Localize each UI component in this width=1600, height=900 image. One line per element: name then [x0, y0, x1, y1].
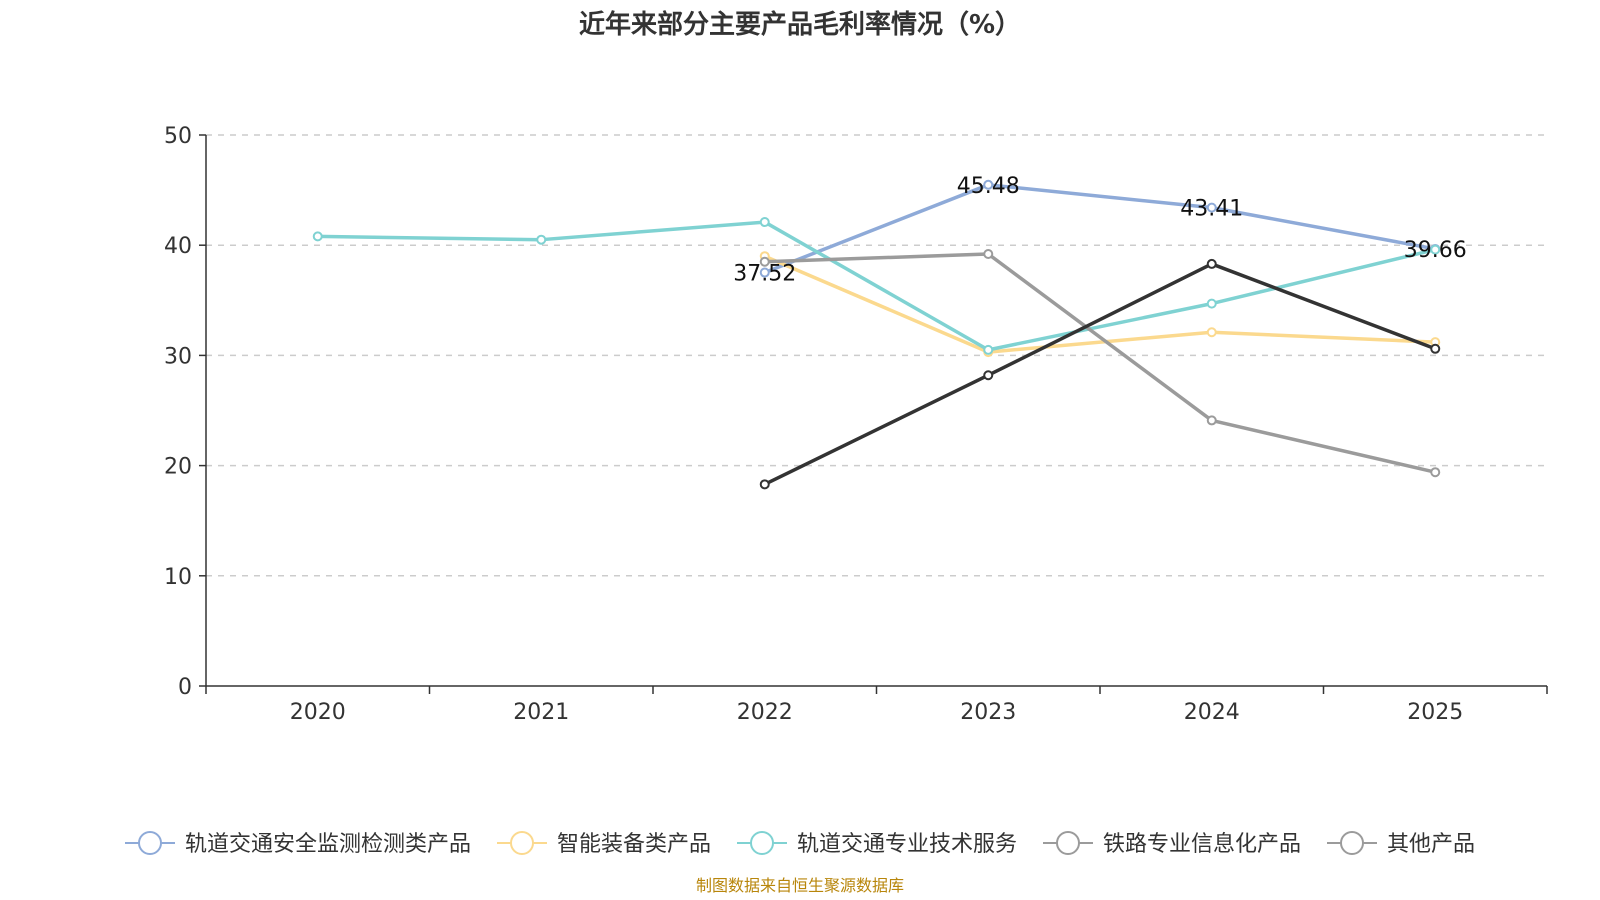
data-point[interactable] [1206, 298, 1217, 309]
legend-label: 轨道交通专业技术服务 [797, 832, 1017, 857]
legend-item-0[interactable]: 轨道交通安全监测检测类产品 [125, 831, 471, 857]
series-line [317, 220, 1436, 352]
data-point[interactable] [1206, 415, 1217, 426]
x-tick-label-2022: 2022 [737, 700, 793, 725]
data-point[interactable] [983, 249, 994, 260]
data-labels: 37.52 45.48 43.41 39.66 [733, 174, 1466, 287]
y-tick-label: 30 [164, 344, 192, 369]
data-label: 39.66 [1404, 238, 1467, 263]
data-point[interactable] [759, 267, 770, 278]
data-point[interactable] [312, 231, 323, 242]
data-point[interactable] [1430, 467, 1441, 478]
source-note: 制图数据来自恒生聚源数据库 [696, 876, 904, 895]
legend-marker-icon [138, 831, 162, 855]
legend[interactable]: 轨道交通安全监测检测类产品 智能装备类产品 轨道交通专业技术服务 铁路专业信息化产品 其… [125, 831, 1475, 857]
data-point[interactable] [759, 479, 770, 490]
legend-item-1[interactable]: 智能装备类产品 [497, 831, 711, 857]
y-tick-label: 40 [164, 234, 192, 259]
series-2 [312, 217, 1441, 355]
series-group [312, 179, 1441, 490]
x-tick-label-2024: 2024 [1184, 700, 1240, 725]
series-line [764, 252, 1436, 474]
y-tick-label: 0 [178, 675, 192, 700]
data-point[interactable] [983, 370, 994, 381]
legend-label: 智能装备类产品 [557, 832, 711, 857]
grid-lines [206, 134, 1547, 577]
data-label: 43.41 [1180, 197, 1243, 222]
data-label: 37.52 [733, 262, 796, 287]
x-tick-label-2020: 2020 [290, 700, 346, 725]
data-point[interactable] [1430, 343, 1441, 354]
data-point[interactable] [1430, 244, 1441, 255]
y-tick-label: 20 [164, 455, 192, 480]
series-line [763, 262, 1436, 486]
y-tick-label: 10 [164, 565, 192, 590]
legend-item-3[interactable]: 铁路专业信息化产品 [1043, 831, 1301, 857]
legend-marker-icon [1340, 831, 1364, 855]
series-4 [759, 258, 1441, 490]
legend-label: 轨道交通安全监测检测类产品 [185, 832, 471, 857]
data-point[interactable] [536, 234, 547, 245]
series-0 [759, 179, 1441, 278]
legend-label: 其他产品 [1387, 832, 1475, 857]
series-1 [759, 251, 1441, 358]
legend-label: 铁路专业信息化产品 [1103, 832, 1301, 857]
data-point[interactable] [1206, 258, 1217, 269]
data-point[interactable] [759, 217, 770, 228]
legend-marker-icon [1056, 831, 1080, 855]
series-line [764, 254, 1436, 354]
y-tick-label: 50 [164, 124, 192, 149]
data-point[interactable] [983, 179, 994, 190]
series-line [764, 183, 1436, 275]
data-point[interactable] [1206, 327, 1217, 338]
x-tick-label-2021: 2021 [513, 700, 569, 725]
series-3 [759, 249, 1441, 478]
legend-item-4[interactable]: 其他产品 [1327, 831, 1475, 857]
legend-marker-icon [510, 831, 534, 855]
x-tick-label-2025: 2025 [1407, 700, 1463, 725]
data-point[interactable] [983, 344, 994, 355]
data-point[interactable] [759, 256, 770, 267]
data-label: 45.48 [957, 174, 1020, 199]
data-point[interactable] [1206, 202, 1217, 213]
legend-marker-icon [750, 831, 774, 855]
x-tick-label-2023: 2023 [960, 700, 1016, 725]
axes: 0 10 20 30 40 50 2020 2021 2022 2023 2024 2025 [164, 124, 1548, 725]
legend-item-2[interactable]: 轨道交通专业技术服务 [737, 831, 1017, 857]
chart-title: 近年来部分主要产品毛利率情况（%） [579, 9, 1021, 40]
